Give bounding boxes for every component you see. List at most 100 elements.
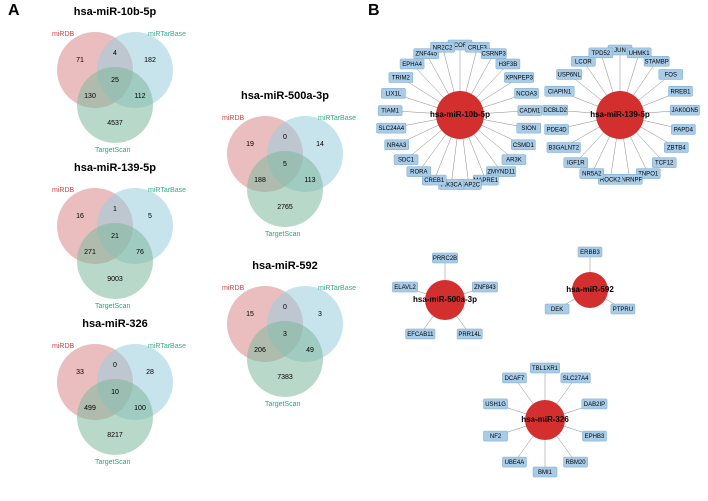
svg-text:STAMBP: STAMBP xyxy=(644,59,668,65)
svg-text:25: 25 xyxy=(111,77,119,84)
svg-text:NR4A3: NR4A3 xyxy=(387,143,407,149)
svg-text:SLC24A4: SLC24A4 xyxy=(378,126,404,132)
svg-text:miRTarBase: miRTarBase xyxy=(318,285,356,292)
svg-text:188: 188 xyxy=(254,177,266,184)
svg-text:RBM20: RBM20 xyxy=(566,460,587,466)
svg-text:AR3K: AR3K xyxy=(506,158,522,164)
svg-text:LIX1L: LIX1L xyxy=(386,91,402,97)
svg-text:TargetScan: TargetScan xyxy=(95,147,131,154)
svg-text:ZNF843: ZNF843 xyxy=(474,285,496,291)
svg-text:28: 28 xyxy=(146,369,154,376)
svg-text:PRR14L: PRR14L xyxy=(458,332,481,338)
svg-text:miRDB: miRDB xyxy=(222,115,244,122)
svg-text:TPD52: TPD52 xyxy=(591,51,610,57)
svg-text:NR2C2: NR2C2 xyxy=(433,45,453,51)
svg-text:TIAM1: TIAM1 xyxy=(381,109,399,115)
svg-text:7383: 7383 xyxy=(277,374,293,381)
svg-text:TargetScan: TargetScan xyxy=(265,231,301,238)
svg-text:TargetScan: TargetScan xyxy=(95,459,131,466)
svg-text:TBL1XR1: TBL1XR1 xyxy=(532,366,559,372)
svg-text:130: 130 xyxy=(84,93,96,100)
venn-mir139: hsa-miR-139-5p miRDBmiRTarBaseTargetScan… xyxy=(40,162,190,316)
svg-text:8217: 8217 xyxy=(107,432,123,439)
svg-text:RREB1: RREB1 xyxy=(670,89,691,95)
svg-text:15: 15 xyxy=(246,311,254,318)
svg-text:16: 16 xyxy=(76,213,84,220)
svg-text:SLC27A4: SLC27A4 xyxy=(563,376,589,382)
svg-text:H3F3B: H3F3B xyxy=(499,62,518,68)
svg-text:CREB1: CREB1 xyxy=(424,178,445,184)
svg-text:3: 3 xyxy=(283,331,287,338)
svg-text:miRDB: miRDB xyxy=(222,285,244,292)
venn-svg: miRDBmiRTarBaseTargetScan165900312717621 xyxy=(40,176,190,316)
venn-title: hsa-miR-500a-3p xyxy=(210,90,360,102)
venn-mir10b: hsa-miR-10b-5p miRDBmiRTarBaseTargetScan… xyxy=(40,6,190,160)
svg-text:112: 112 xyxy=(134,93,145,100)
svg-text:100: 100 xyxy=(134,405,146,412)
svg-text:CSRNP3: CSRNP3 xyxy=(482,52,507,58)
svg-text:CSMD1: CSMD1 xyxy=(513,143,535,149)
venn-mir326: hsa-miR-326 miRDBmiRTarBaseTargetScan332… xyxy=(40,318,190,472)
svg-text:miRTarBase: miRTarBase xyxy=(148,343,186,350)
svg-text:NR5A2: NR5A2 xyxy=(582,172,602,178)
svg-text:miRDB: miRDB xyxy=(52,187,74,194)
svg-text:hsa-miR-10b-5p: hsa-miR-10b-5p xyxy=(430,110,490,119)
svg-text:0: 0 xyxy=(113,362,117,369)
svg-text:ERBB3: ERBB3 xyxy=(580,250,600,256)
svg-text:ZBTB4: ZBTB4 xyxy=(667,146,686,152)
svg-text:182: 182 xyxy=(144,57,156,64)
venn-svg: miRDBmiRTarBaseTargetScan15373830206493 xyxy=(210,274,360,414)
venn-title: hsa-miR-592 xyxy=(210,260,360,272)
network-canvas: hsa-miR-10b-5pNCOR2CRLF3CSRNP3H3F3BXPNPE… xyxy=(370,20,708,500)
network-mir592: hsa-miR-592ERBB3PTPRUDEK xyxy=(545,247,635,314)
svg-text:DCBLD2: DCBLD2 xyxy=(543,108,567,114)
svg-text:ZNF445: ZNF445 xyxy=(415,52,437,58)
svg-text:XPNPEP3: XPNPEP3 xyxy=(505,76,533,82)
svg-text:TRIM2: TRIM2 xyxy=(392,76,411,82)
svg-text:PDE4D: PDE4D xyxy=(547,128,568,134)
svg-text:hsa-miR-592: hsa-miR-592 xyxy=(566,285,614,294)
network-mir326: hsa-miR-326TBL1XR1SLC27A4DAB2IPEPHB3RBM2… xyxy=(484,363,608,477)
venn-mir592: hsa-miR-592 miRDBmiRTarBaseTargetScan153… xyxy=(210,260,360,414)
svg-text:271: 271 xyxy=(84,249,96,256)
svg-text:4: 4 xyxy=(113,50,117,57)
svg-text:19: 19 xyxy=(246,141,254,148)
svg-text:NCOA3: NCOA3 xyxy=(516,91,537,97)
svg-text:33: 33 xyxy=(76,369,84,376)
svg-text:hsa-miR-500a-3p: hsa-miR-500a-3p xyxy=(413,295,477,304)
svg-text:DCAF7: DCAF7 xyxy=(505,376,525,382)
svg-text:9003: 9003 xyxy=(107,276,123,283)
venn-svg: miRDBmiRTarBaseTargetScan711824537413011… xyxy=(40,20,190,160)
svg-text:2765: 2765 xyxy=(277,204,293,211)
svg-text:UBE4A: UBE4A xyxy=(505,460,525,466)
svg-text:14: 14 xyxy=(316,141,324,148)
venn-title: hsa-miR-139-5p xyxy=(40,162,190,174)
svg-text:71: 71 xyxy=(76,57,84,64)
svg-text:miRTarBase: miRTarBase xyxy=(148,31,186,38)
svg-text:SION: SION xyxy=(521,126,536,132)
svg-text:JAK0ON5: JAK0ON5 xyxy=(671,108,698,114)
svg-text:0: 0 xyxy=(283,134,287,141)
svg-text:499: 499 xyxy=(84,405,96,412)
venn-title: hsa-miR-326 xyxy=(40,318,190,330)
svg-text:49: 49 xyxy=(306,347,314,354)
svg-text:CIAPIN1: CIAPIN1 xyxy=(548,89,572,95)
network-mir10b: hsa-miR-10b-5pNCOR2CRLF3CSRNP3H3F3BXPNPE… xyxy=(377,40,542,189)
svg-text:DEK: DEK xyxy=(551,307,563,313)
svg-text:USP6NL: USP6NL xyxy=(558,73,582,79)
svg-text:5: 5 xyxy=(148,213,152,220)
svg-text:DAB2IP: DAB2IP xyxy=(584,402,605,408)
network-mir139: hsa-miR-139-5pJUNUHMK1STAMBPFOSRREB1JAK0… xyxy=(543,45,700,184)
svg-text:JUN: JUN xyxy=(614,48,626,54)
svg-text:3: 3 xyxy=(318,311,322,318)
panel-b-label: B xyxy=(368,2,380,20)
svg-text:USH1G: USH1G xyxy=(485,402,506,408)
svg-text:ELAVL2: ELAVL2 xyxy=(394,285,416,291)
svg-text:B3GALNT2: B3GALNT2 xyxy=(548,146,579,152)
svg-text:miRTarBase: miRTarBase xyxy=(148,187,186,194)
svg-text:TCF12: TCF12 xyxy=(655,161,674,167)
venn-title: hsa-miR-10b-5p xyxy=(40,6,190,18)
svg-text:4537: 4537 xyxy=(107,120,123,127)
venn-svg: miRDBmiRTarBaseTargetScan332882170499100… xyxy=(40,332,190,472)
svg-text:NF2: NF2 xyxy=(490,434,502,440)
